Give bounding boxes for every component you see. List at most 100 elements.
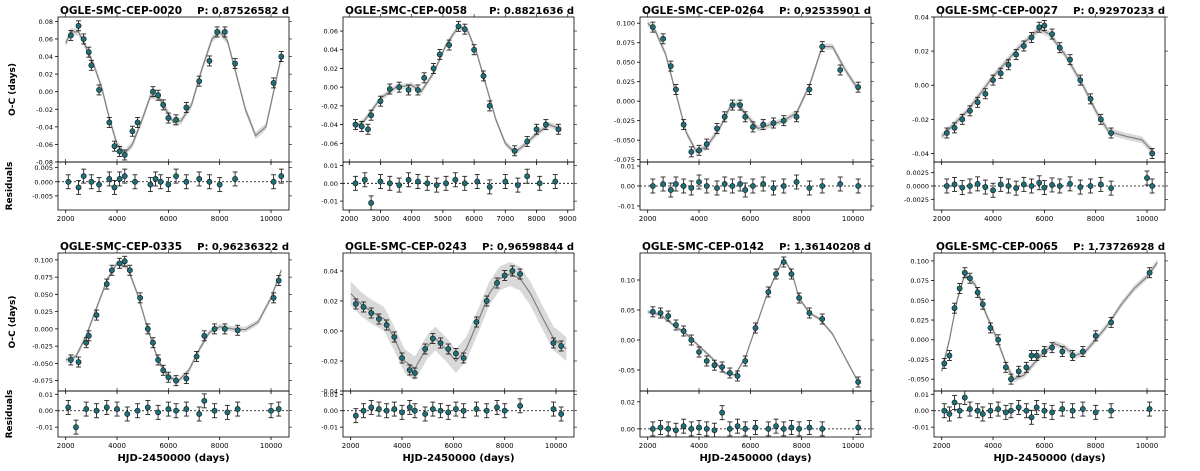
y-tick-label: 0.10 (621, 277, 635, 285)
residual-point (649, 178, 656, 194)
y-tick-label: 0.025 (34, 308, 53, 316)
oc-point (943, 127, 950, 139)
confidence-band (65, 260, 282, 384)
residual-point (360, 403, 367, 419)
residual-point (391, 401, 398, 417)
residual-point (376, 401, 382, 417)
confidence-band (647, 20, 859, 155)
y-tick-label: 0.000 (34, 178, 53, 186)
oc-point (437, 337, 444, 349)
oc-point (150, 86, 156, 98)
y-tick-label: 0.00 (39, 88, 53, 96)
residuals-plot-area (58, 168, 289, 195)
oc-point (365, 123, 371, 135)
y-tick-label: 0.000 (616, 98, 635, 106)
subplot-title: OGLE-SMC-CEP-0065 (936, 241, 1058, 253)
residual-point (734, 418, 741, 434)
oc-point (951, 302, 958, 314)
y-tick-label: 0.00 (621, 425, 635, 433)
y-tick-label: -0.01 (618, 203, 635, 211)
y-tick-label: 0.04 (39, 53, 53, 61)
residual-point (183, 401, 190, 417)
x-tick-label: 6000 (465, 215, 483, 223)
oc-point (96, 84, 102, 96)
residual-point (946, 406, 953, 422)
residual-point (1041, 180, 1048, 196)
residual-point (855, 178, 862, 194)
oc-point (959, 113, 966, 125)
y-tick-label: 0.01 (915, 391, 929, 399)
y-tick-label: 0.01 (39, 391, 53, 399)
residual-point (961, 391, 968, 406)
x-tick-label: 2000 (933, 215, 951, 223)
residual-point (65, 399, 72, 415)
x-tick-label: 6000 (1035, 215, 1053, 223)
x-tick-label: 8000 (1087, 215, 1105, 223)
residual-point (114, 401, 120, 417)
residual-point (1144, 170, 1150, 186)
residual-point (773, 418, 779, 434)
confidence-band (647, 257, 859, 384)
residual-point (703, 421, 710, 437)
residual-point (406, 399, 413, 415)
oc-point (837, 64, 844, 76)
oc-point (368, 307, 375, 319)
oc-point (760, 119, 767, 131)
residual-point (696, 420, 702, 435)
oc-point (967, 272, 973, 284)
oc-point (134, 117, 141, 128)
residual-point (819, 421, 826, 437)
oc-point (673, 319, 679, 331)
y-tick-label: 0.050 (34, 291, 53, 299)
oc-point (1002, 361, 1009, 373)
y-tick-label: 0.075 (34, 274, 53, 282)
y-tick-label: 0.00 (621, 183, 635, 191)
residual-point (216, 177, 223, 193)
oc-point (352, 119, 359, 131)
oc-point (360, 301, 367, 313)
x-tick-label: 8000 (211, 442, 229, 450)
oc-point (214, 26, 221, 38)
residual-point (437, 403, 444, 419)
oc-point (270, 77, 277, 89)
residual-point (943, 178, 950, 194)
subplot-title: OGLE-SMC-CEP-0335 (60, 241, 182, 253)
residual-point (157, 174, 164, 190)
oc-point (796, 292, 803, 304)
model-curve (647, 257, 859, 383)
oc-point (436, 48, 443, 60)
oc-point (275, 275, 282, 287)
y-tick-label: 0.02 (621, 398, 635, 406)
y-tick-label: -0.04 (36, 123, 53, 131)
x-tick-label: 3000 (372, 215, 390, 223)
residual-point (232, 171, 238, 187)
model-curve (65, 31, 282, 155)
oc-point (1077, 74, 1084, 86)
oc-point (234, 324, 241, 336)
oc-point (734, 370, 741, 382)
residual-point (424, 175, 431, 191)
residual-point (1028, 409, 1035, 425)
oc-point (550, 337, 557, 349)
oc-point (165, 112, 172, 124)
oc-point (788, 268, 795, 280)
residual-point (657, 420, 664, 435)
oc-point (471, 44, 478, 56)
y-tick-label: 0.04 (324, 268, 338, 276)
x-tick-label: 4000 (108, 442, 126, 450)
oc-point (116, 257, 123, 269)
residual-point (1067, 176, 1073, 192)
oc-point (1087, 93, 1094, 105)
oc-point (494, 277, 500, 289)
oc-point (455, 20, 462, 32)
residual-point (688, 421, 695, 437)
x-tick-label: 6000 (741, 215, 759, 223)
residual-point (780, 178, 787, 194)
oc-point (75, 356, 82, 368)
residuals-axes-frame (342, 390, 575, 438)
oc-axes-frame (342, 16, 575, 163)
oc-point (160, 99, 167, 111)
oc-point (270, 292, 277, 304)
y-tick-label: 0.100 (910, 257, 929, 265)
oc-point (555, 123, 562, 135)
